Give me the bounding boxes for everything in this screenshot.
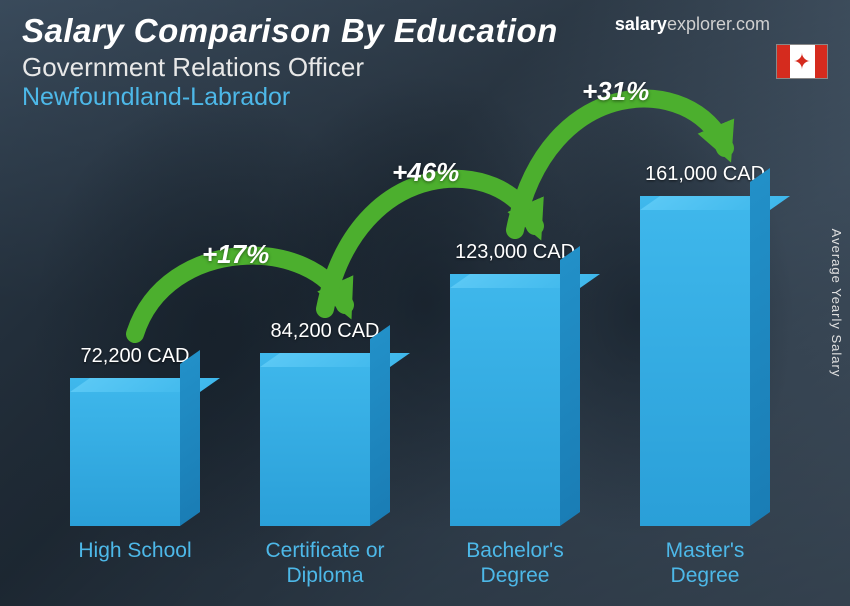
bar-side-face — [180, 350, 200, 526]
bar-front-face — [640, 196, 750, 526]
bar-front-face — [70, 378, 180, 526]
brand-bold: salary — [615, 14, 667, 34]
canada-flag-icon: ✦ — [776, 44, 828, 79]
increase-arc-label: +46% — [392, 157, 459, 188]
chart-region: Newfoundland-Labrador — [22, 83, 828, 112]
bar-front-face — [450, 274, 560, 526]
bar-front-face — [260, 353, 370, 526]
flag-stripe-right — [815, 45, 828, 78]
bar-value-label: 123,000 CAD — [455, 241, 575, 264]
bar-chart: 72,200 CAD High School 84,200 CAD Certifica… — [40, 130, 800, 588]
bar-category-label: Master'sDegree — [666, 538, 745, 588]
bar-value-label: 84,200 CAD — [271, 320, 380, 343]
chart-subtitle: Government Relations Officer — [22, 52, 828, 83]
bar-column: 123,000 CAD Bachelor'sDegree — [425, 241, 605, 588]
increase-arc-label: +17% — [202, 239, 269, 270]
y-axis-label: Average Yearly Salary — [829, 229, 844, 378]
bar-value-label: 72,200 CAD — [81, 345, 190, 368]
maple-leaf-icon: ✦ — [793, 51, 811, 73]
bar-side-face — [750, 168, 770, 526]
bar-side-face — [560, 246, 580, 526]
bar-3d — [640, 196, 770, 526]
brand-light: explorer — [667, 14, 731, 34]
bar-column: 161,000 CAD Master'sDegree — [615, 163, 795, 588]
bar-3d — [260, 353, 390, 526]
bar-category-label: Bachelor'sDegree — [466, 538, 563, 588]
brand-suffix: .com — [731, 14, 770, 34]
bar-category-label: High School — [78, 538, 191, 588]
flag-center: ✦ — [790, 45, 815, 78]
bar-side-face — [370, 325, 390, 526]
flag-stripe-left — [777, 45, 790, 78]
bar-3d — [450, 274, 580, 526]
bar-category-label: Certificate orDiploma — [265, 538, 384, 588]
bar-column: 72,200 CAD High School — [45, 345, 225, 588]
bar-3d — [70, 378, 200, 526]
bar-column: 84,200 CAD Certificate orDiploma — [235, 320, 415, 588]
brand-watermark: salaryexplorer.com — [615, 14, 770, 35]
increase-arc-label: +31% — [582, 76, 649, 107]
bar-value-label: 161,000 CAD — [645, 163, 765, 186]
